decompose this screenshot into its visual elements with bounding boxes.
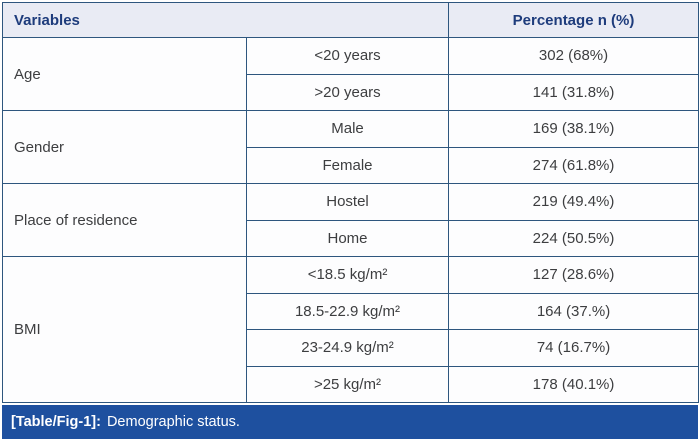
caption-label: [Table/Fig-1]: [11,414,101,430]
subcategory-cell: Home [245,219,450,257]
value-cell: 164 (37.%) [448,292,700,330]
value-cell: 224 (50.5%) [448,219,700,257]
value-cell: 274 (61.8%) [448,146,700,184]
table-row: 18.5-22.9 kg/m² 164 (37.%) [3,292,700,330]
value-cell: 127 (28.6%) [448,256,700,294]
table-caption: [Table/Fig-1]: Demographic status. [2,405,698,439]
table-row: BMI <18.5 kg/m² 127 (28.6%) [2,256,700,403]
subcategory-cell: Female [245,146,450,184]
table-row: Female 274 (61.8%) [3,146,700,184]
table-row: Home 224 (50.5%) [3,219,700,257]
category-cell-gender: Gender [2,110,247,184]
subcategory-cell: 18.5-22.9 kg/m² [245,292,450,330]
category-cell-age: Age [2,37,247,111]
subcategory-cell: >25 kg/m² [245,365,450,403]
value-cell: 141 (31.8%) [448,73,700,111]
subcategory-cell: 23-24.9 kg/m² [245,329,450,367]
subcategory-cell: Hostel [245,183,450,221]
table-row: >25 kg/m² 178 (40.1%) [3,365,700,403]
subcategory-cell: <18.5 kg/m² [245,256,450,294]
subcategory-cell: >20 years [245,73,450,111]
value-cell: 219 (49.4%) [448,183,700,221]
table-row: Gender Male 169 (38.1%) [2,110,700,184]
value-cell: 74 (16.7%) [448,329,700,367]
table-row: Place of residence Hostel 219 (49.4%) [2,183,700,257]
caption-text: Demographic status. [106,414,240,430]
category-cell-bmi: BMI [2,256,247,403]
value-cell: 169 (38.1%) [448,110,700,148]
header-row: Variables Percentage n (%) [1,2,700,38]
table-row: >20 years 141 (31.8%) [3,73,700,111]
col-header-variables: Variables [1,2,450,38]
category-cell-residence: Place of residence [2,183,247,257]
value-cell: 302 (68%) [448,37,700,75]
table-row: Age <20 years 302 (68%) [2,37,700,111]
value-cell: 178 (40.1%) [448,365,700,403]
col-header-percentage: Percentage n (%) [448,2,700,38]
demographic-table: Variables Percentage n (%) Age <20 years… [1,2,700,403]
subcategory-cell: Male [245,110,450,148]
table-row: 23-24.9 kg/m² 74 (16.7%) [3,329,700,367]
subcategory-cell: <20 years [245,37,450,75]
